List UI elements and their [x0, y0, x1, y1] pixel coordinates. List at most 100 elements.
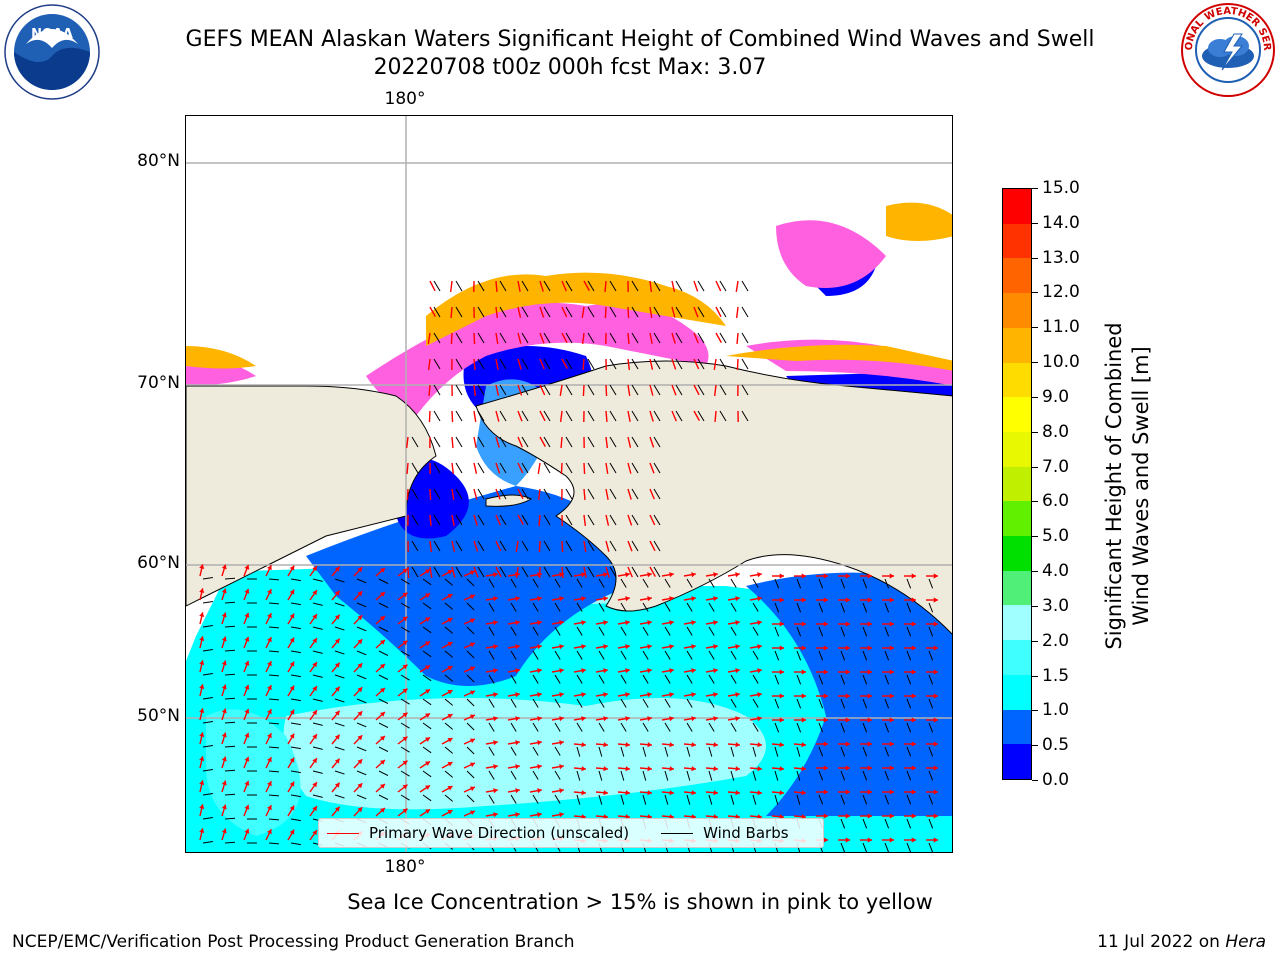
wind-barb [906, 626, 912, 637]
wind-barb [642, 650, 649, 660]
wave-direction-arrowhead [845, 837, 850, 843]
wind-barb [202, 625, 213, 628]
colorbar-tick-mark [1032, 396, 1038, 398]
colorbar-tick-label: 1.0 [1042, 700, 1070, 721]
wind-barb [686, 578, 693, 588]
wind-barb [906, 818, 912, 829]
wave-direction-arrowhead [515, 764, 520, 770]
wave-direction-arrow [517, 488, 524, 500]
wave-direction-arrowhead [537, 620, 542, 626]
wind-barb [433, 462, 441, 474]
wave-direction-arrow [627, 332, 630, 345]
wind-barb [686, 794, 691, 805]
wave-direction-arrow [495, 332, 499, 344]
wave-direction-arrowhead [889, 597, 894, 603]
wave-direction-arrowhead [713, 596, 718, 602]
wind-barb [587, 540, 595, 552]
wind-barb [730, 626, 737, 636]
wave-direction-arrowhead [334, 566, 340, 572]
colorbar-segment [1003, 223, 1031, 259]
wave-direction-arrowhead [380, 807, 385, 813]
wave-direction-arrowhead [357, 711, 363, 717]
wave-direction-arrowhead [735, 596, 740, 602]
wave-direction-arrow [450, 332, 453, 345]
wave-direction-arrowhead [199, 564, 205, 570]
wind-barb [576, 770, 581, 781]
wave-direction-arrowhead [334, 734, 340, 740]
wind-barb [268, 602, 280, 605]
wind-barb [400, 578, 410, 585]
wave-direction-arrow [649, 462, 655, 474]
wave-direction-arrowhead [625, 572, 630, 578]
wind-barb [708, 722, 715, 732]
wind-barb [928, 770, 934, 781]
wave-direction-arrow [605, 488, 609, 500]
wave-direction-arrow [539, 384, 546, 396]
wind-barb [741, 306, 749, 318]
wave-direction-arrowhead [221, 732, 227, 738]
wind-barb [620, 650, 627, 660]
wave-direction-arrowhead [537, 740, 542, 746]
wind-barb [862, 626, 868, 637]
wave-direction-arrowhead [447, 714, 453, 719]
wind-barb [642, 746, 647, 757]
wave-direction-arrowhead [845, 645, 850, 651]
wave-direction-arrowhead [515, 644, 520, 650]
wind-barb [818, 698, 824, 709]
wave-direction-arrowhead [933, 765, 938, 771]
wave-direction-arrow [517, 280, 521, 292]
wind-barb [455, 540, 463, 552]
wave-direction-arrow [693, 384, 700, 396]
wave-direction-arrowhead [244, 636, 250, 642]
wave-direction-arrowhead [380, 711, 385, 717]
wave-direction-arrowhead [713, 620, 718, 626]
wind-barb [444, 674, 453, 682]
wind-barb [510, 698, 517, 708]
wave-direction-arrowhead [845, 741, 850, 747]
colorbar-tick-label: 2.0 [1042, 630, 1070, 651]
wave-direction-arrowhead [380, 639, 385, 645]
wind-barb [906, 746, 912, 757]
wave-direction-arrowhead [402, 712, 408, 718]
wave-direction-arrowhead [221, 780, 227, 786]
wind-barb [400, 722, 410, 729]
wind-barb [444, 722, 453, 730]
wind-barb [543, 306, 551, 318]
colorbar-segment [1003, 709, 1031, 745]
colorbar-segment [1003, 327, 1031, 363]
wave-direction-arrowhead [713, 790, 718, 796]
wave-direction-arrow [605, 462, 609, 474]
wind-barb [576, 722, 583, 732]
wind-barb [576, 698, 583, 708]
wave-direction-arrow [515, 540, 519, 552]
colorbar-tick-label: 12.0 [1042, 282, 1080, 303]
wave-direction-arrowhead [447, 618, 453, 623]
colorbar-tick-mark [1032, 292, 1038, 294]
wave-height-map [186, 116, 952, 852]
colorbar-tick-mark [1032, 710, 1038, 712]
wind-barb [587, 358, 595, 370]
wind-barb [631, 436, 639, 448]
wave-direction-arrowhead [244, 732, 250, 738]
wind-barb [906, 698, 912, 709]
wave-direction-arrow [473, 436, 477, 448]
land-alaska [475, 360, 952, 635]
wind-barb [928, 650, 934, 661]
wind-barb [862, 722, 868, 733]
colorbar [1002, 188, 1032, 780]
wave-direction-arrowhead [669, 572, 674, 578]
wind-barb [312, 626, 323, 630]
wind-barb [290, 626, 301, 630]
wave-direction-arrowhead [625, 814, 630, 820]
wave-direction-arrowhead [779, 645, 784, 651]
wave-direction-arrowhead [867, 669, 872, 675]
wave-direction-arrowhead [425, 689, 431, 694]
wave-direction-arrowhead [757, 572, 762, 578]
wave-direction-arrow [735, 306, 739, 319]
wind-barb [433, 436, 441, 448]
colorbar-segment [1003, 640, 1031, 675]
wave-direction-arrowhead [911, 669, 916, 675]
wind-barb [906, 842, 912, 852]
wind-barb [642, 698, 649, 708]
wind-barb [433, 280, 441, 292]
